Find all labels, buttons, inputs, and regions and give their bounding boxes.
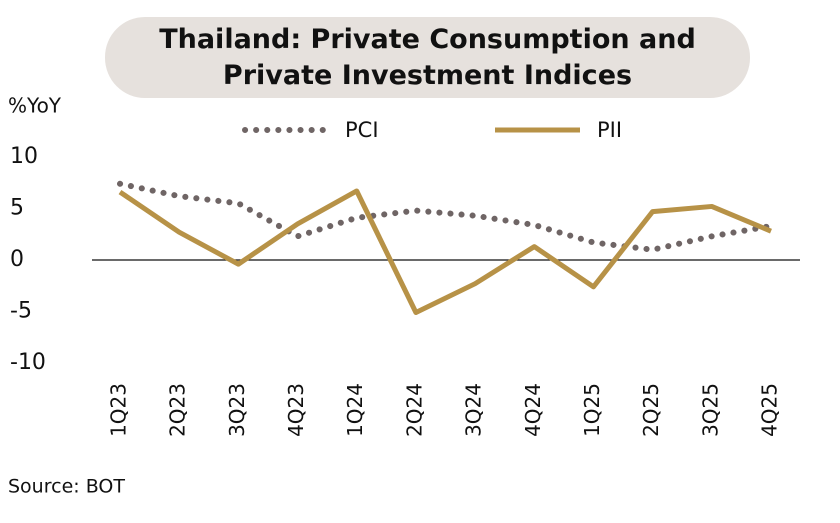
x-tick-label: 4Q25 — [758, 383, 782, 437]
y-tick-label: 10 — [10, 144, 38, 169]
data-line — [117, 180, 774, 253]
x-tick-label: 1Q24 — [343, 383, 367, 437]
y-tick-label: 5 — [10, 196, 24, 221]
x-tick-label: 1Q23 — [107, 383, 131, 437]
x-tick-label: 3Q25 — [698, 383, 722, 437]
x-tick-label: 3Q24 — [462, 383, 486, 437]
chart-title: Thailand: Private Consumption and Privat… — [159, 23, 696, 91]
x-tick-label: 2Q24 — [402, 383, 426, 437]
legend-label: PII — [597, 118, 622, 142]
legend-label: PCI — [345, 118, 379, 142]
x-tick-label: 2Q25 — [639, 383, 663, 437]
title-box: Thailand: Private Consumption and Privat… — [105, 17, 750, 98]
y-axis-label: %YoY — [8, 94, 62, 118]
y-tick-label: -10 — [10, 350, 46, 375]
x-tick-label: 1Q25 — [580, 383, 604, 437]
y-tick-label: 0 — [10, 247, 24, 272]
x-tick-label: 2Q23 — [166, 383, 190, 437]
source-note: Source: BOT — [8, 476, 125, 498]
x-tick-label: 3Q23 — [225, 383, 249, 437]
x-tick-label: 4Q24 — [521, 383, 545, 437]
x-tick-label: 4Q23 — [284, 383, 308, 437]
y-tick-label: -5 — [10, 299, 32, 324]
data-line — [118, 188, 772, 316]
